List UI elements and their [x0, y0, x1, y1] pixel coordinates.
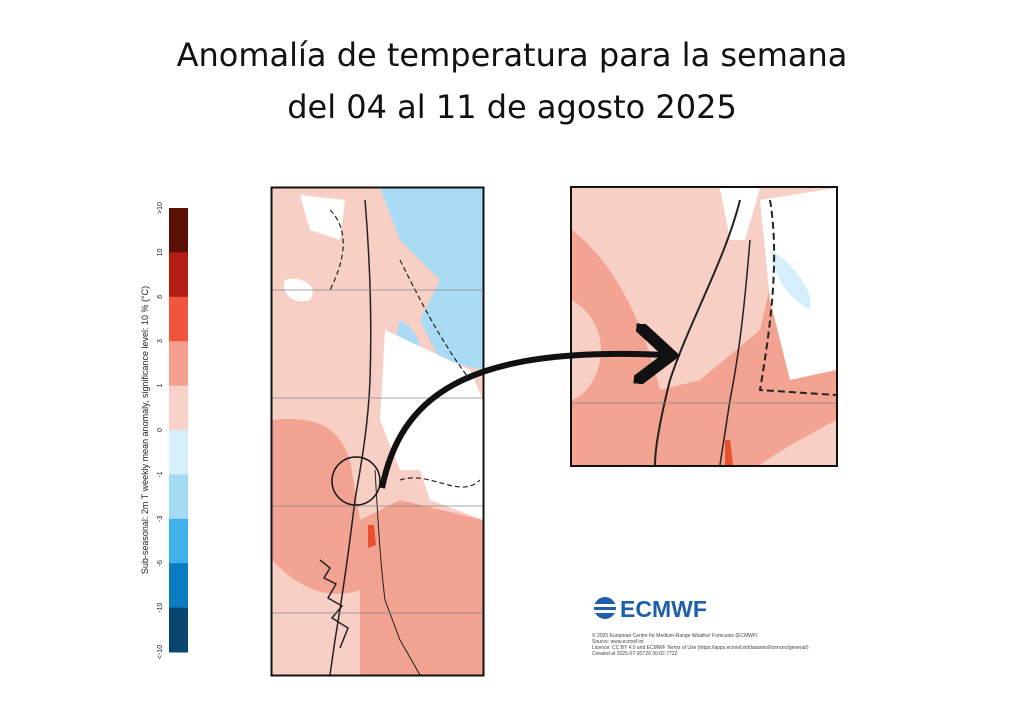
colorbar-tick-label: -10	[157, 602, 164, 612]
colorbar-tick-label: 0	[157, 428, 164, 432]
colorbar-bin	[169, 341, 188, 387]
colorbar-tick-label: >10	[157, 202, 164, 214]
title-line: Anomalía de temperatura para la semana	[176, 36, 848, 74]
colorbar-tick-label: 10	[157, 248, 164, 256]
credit-line: Licence: CC BY 4.0 and ECMWF Terms of Us…	[592, 645, 809, 651]
colorbar-bin	[169, 208, 188, 253]
colorbar-bin	[169, 385, 188, 431]
logo-text: ECMWF	[620, 596, 707, 622]
colorbar-tick-label: -6	[157, 560, 164, 566]
colorbar-bin	[169, 474, 188, 520]
credit-line: Source: www.ecmwf.int	[592, 639, 644, 645]
colorbar-bin	[169, 430, 188, 475]
credit-line: Created at 2025-07-30T20:30:02.772Z	[592, 651, 678, 657]
colorbar-bin	[169, 296, 188, 342]
map-zoom	[572, 188, 836, 465]
colorbar-tick-label: <-10	[157, 645, 164, 659]
colorbar-bin	[169, 563, 188, 609]
credit-line: © 2025 European Centre for Medium-Range …	[592, 632, 758, 639]
colorbar-tick-label: 1	[157, 384, 164, 388]
colorbar-tick-label: 3	[157, 339, 164, 343]
colorbar-bin	[169, 607, 188, 653]
colorbar-bin	[169, 518, 188, 564]
colorbar-tick-label: -3	[157, 516, 164, 522]
title-line: del 04 al 11 de agosto 2025	[287, 88, 737, 126]
colorbar-tick-label: 6	[157, 295, 164, 299]
colorbar-bin	[169, 252, 188, 298]
map-main	[272, 188, 483, 675]
credits: © 2025 European Centre for Medium-Range …	[592, 632, 809, 657]
ecmwf-logo: ECMWF	[594, 596, 707, 622]
colorbar-label: Sub-seasonal: 2m T weekly mean anomaly, …	[140, 286, 150, 574]
colorbar-tick-label: -1	[157, 471, 164, 477]
